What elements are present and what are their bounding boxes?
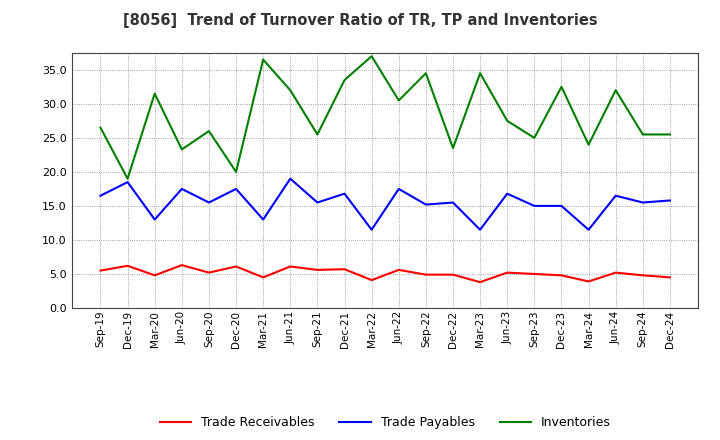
Trade Receivables	[530, 271, 539, 277]
Trade Receivables	[557, 273, 566, 278]
Trade Receivables	[96, 268, 105, 273]
Trade Payables	[395, 186, 403, 191]
Trade Payables	[611, 193, 620, 198]
Trade Receivables	[476, 279, 485, 285]
Trade Payables	[341, 191, 349, 196]
Inventories	[503, 118, 511, 124]
Line: Trade Receivables: Trade Receivables	[101, 265, 670, 282]
Inventories	[204, 128, 213, 134]
Text: [8056]  Trend of Turnover Ratio of TR, TP and Inventories: [8056] Trend of Turnover Ratio of TR, TP…	[122, 13, 598, 28]
Trade Receivables	[259, 275, 268, 280]
Inventories	[313, 132, 322, 137]
Trade Receivables	[286, 264, 294, 269]
Inventories	[367, 54, 376, 59]
Trade Receivables	[639, 273, 647, 278]
Trade Receivables	[232, 264, 240, 269]
Trade Payables	[449, 200, 457, 205]
Trade Payables	[204, 200, 213, 205]
Trade Payables	[123, 180, 132, 185]
Inventories	[421, 70, 430, 76]
Trade Payables	[584, 227, 593, 232]
Inventories	[286, 88, 294, 93]
Trade Payables	[639, 200, 647, 205]
Trade Receivables	[204, 270, 213, 275]
Inventories	[639, 132, 647, 137]
Trade Receivables	[503, 270, 511, 275]
Inventories	[395, 98, 403, 103]
Trade Receivables	[178, 263, 186, 268]
Trade Receivables	[367, 278, 376, 283]
Trade Payables	[150, 217, 159, 222]
Trade Payables	[178, 186, 186, 191]
Inventories	[341, 77, 349, 83]
Trade Receivables	[584, 279, 593, 284]
Trade Payables	[665, 198, 674, 203]
Inventories	[449, 146, 457, 151]
Trade Payables	[557, 203, 566, 209]
Trade Payables	[503, 191, 511, 196]
Legend: Trade Receivables, Trade Payables, Inventories: Trade Receivables, Trade Payables, Inven…	[155, 411, 616, 434]
Trade Payables	[530, 203, 539, 209]
Trade Payables	[421, 202, 430, 207]
Inventories	[123, 176, 132, 181]
Trade Receivables	[449, 272, 457, 277]
Trade Receivables	[341, 267, 349, 272]
Trade Receivables	[395, 267, 403, 272]
Trade Payables	[232, 186, 240, 191]
Trade Payables	[476, 227, 485, 232]
Trade Payables	[367, 227, 376, 232]
Inventories	[611, 88, 620, 93]
Inventories	[665, 132, 674, 137]
Trade Receivables	[611, 270, 620, 275]
Trade Receivables	[150, 273, 159, 278]
Trade Payables	[286, 176, 294, 181]
Inventories	[557, 84, 566, 89]
Trade Receivables	[313, 267, 322, 272]
Inventories	[584, 142, 593, 147]
Inventories	[530, 135, 539, 140]
Trade Receivables	[123, 263, 132, 268]
Trade Payables	[259, 217, 268, 222]
Line: Inventories: Inventories	[101, 56, 670, 179]
Trade Receivables	[421, 272, 430, 277]
Trade Payables	[96, 193, 105, 198]
Inventories	[232, 169, 240, 175]
Inventories	[476, 70, 485, 76]
Inventories	[150, 91, 159, 96]
Trade Payables	[313, 200, 322, 205]
Inventories	[178, 147, 186, 152]
Inventories	[259, 57, 268, 62]
Inventories	[96, 125, 105, 130]
Line: Trade Payables: Trade Payables	[101, 179, 670, 230]
Trade Receivables	[665, 275, 674, 280]
